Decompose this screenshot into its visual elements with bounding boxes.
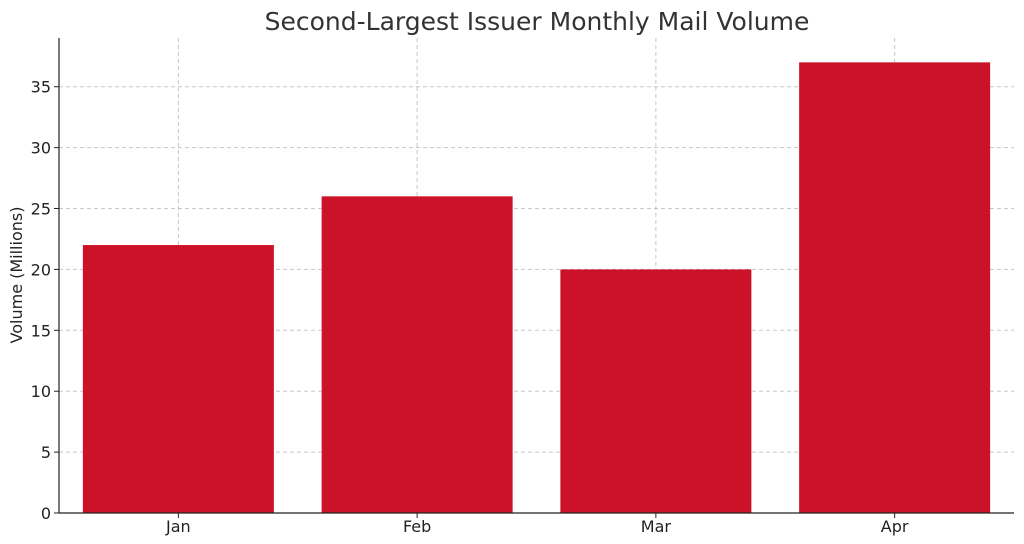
- x-tick-label: Jan: [165, 517, 191, 536]
- y-tick-label: 20: [31, 260, 51, 279]
- bar-apr: [799, 62, 991, 513]
- x-ticks: Jan Feb Mar Apr: [165, 513, 909, 536]
- y-axis-label: Volume (Millions): [7, 207, 26, 344]
- bars: [82, 62, 991, 514]
- x-tick-label: Mar: [641, 517, 672, 536]
- x-tick-label: Feb: [403, 517, 431, 536]
- y-tick-label: 0: [41, 504, 51, 523]
- bar-feb: [321, 196, 513, 514]
- chart-title: Second-Largest Issuer Monthly Mail Volum…: [265, 7, 810, 36]
- y-ticks: 0 5 10 15 20 25 30 35: [31, 78, 59, 523]
- bar-jan: [82, 245, 274, 514]
- bar-mar: [560, 269, 752, 513]
- y-tick-label: 35: [31, 78, 51, 97]
- y-tick-label: 25: [31, 200, 51, 219]
- axes: [58, 38, 1014, 514]
- y-tick-label: 5: [41, 443, 51, 462]
- y-tick-label: 30: [31, 139, 51, 158]
- x-tick-label: Apr: [881, 517, 909, 536]
- y-tick-label: 15: [31, 321, 51, 340]
- y-tick-label: 10: [31, 382, 51, 401]
